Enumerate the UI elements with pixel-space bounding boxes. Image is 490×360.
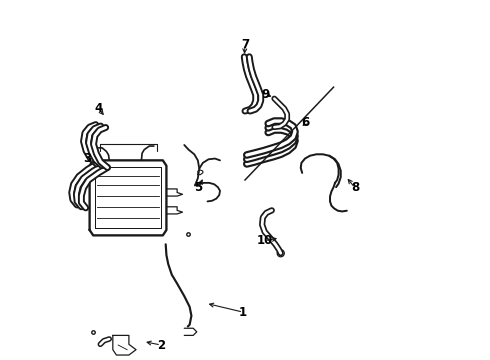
Text: 9: 9	[262, 88, 270, 101]
Text: 3: 3	[83, 152, 91, 165]
Text: 4: 4	[95, 102, 103, 115]
Text: 8: 8	[351, 181, 359, 194]
Text: 7: 7	[241, 39, 249, 51]
Text: 6: 6	[302, 116, 310, 129]
Text: 10: 10	[257, 234, 273, 247]
Text: 5: 5	[195, 181, 203, 194]
Text: 2: 2	[157, 338, 165, 351]
Text: 1: 1	[239, 306, 247, 319]
